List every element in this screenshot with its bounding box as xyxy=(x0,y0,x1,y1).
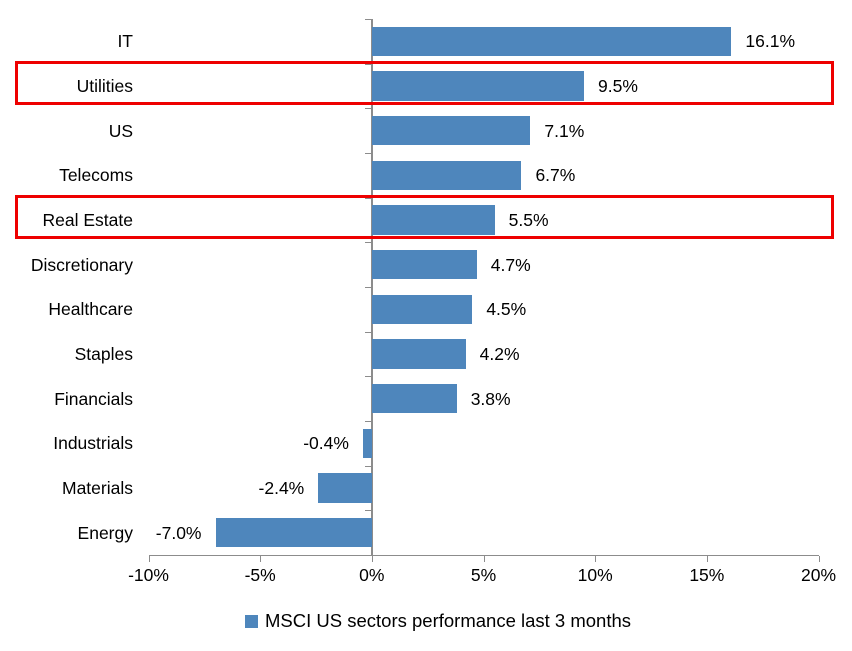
value-label: 5.5% xyxy=(508,210,549,230)
category-tick xyxy=(365,242,372,244)
category-label: Industrials xyxy=(53,433,133,454)
category-tick xyxy=(365,108,372,110)
value-label: 6.7% xyxy=(535,165,576,186)
x-axis-tick xyxy=(818,556,820,562)
x-axis-tick xyxy=(483,556,485,562)
category-tick xyxy=(365,287,372,288)
bar xyxy=(371,205,495,235)
category-label: Discretionary xyxy=(30,254,133,275)
category-label: Financials xyxy=(54,388,133,409)
bar xyxy=(371,71,584,101)
category-label: IT xyxy=(117,31,133,52)
x-tick-label: 20% xyxy=(800,565,837,585)
value-label: 3.8% xyxy=(470,388,511,409)
x-axis-tick xyxy=(260,556,262,562)
bar xyxy=(371,339,466,369)
value-label: 16.1% xyxy=(745,31,796,52)
category-tick xyxy=(365,331,372,333)
x-tick-label: -10% xyxy=(128,565,169,585)
category-tick xyxy=(365,510,372,512)
category-tick xyxy=(365,465,372,467)
category-tick xyxy=(365,63,372,65)
x-tick-label: 0% xyxy=(359,565,385,585)
x-tick-label: 5% xyxy=(470,565,497,585)
x-tick-label: 15% xyxy=(689,565,725,585)
value-label: 7.1% xyxy=(544,120,585,141)
category-label: Healthcare xyxy=(48,299,133,320)
category-tick xyxy=(365,19,372,20)
category-tick xyxy=(365,153,372,154)
x-tick-label: -5% xyxy=(244,565,276,585)
x-axis-tick xyxy=(706,556,708,562)
zero-baseline xyxy=(371,19,373,555)
category-label: Materials xyxy=(62,478,133,498)
legend-swatch-icon xyxy=(245,614,258,628)
bar xyxy=(371,115,531,146)
value-label: -0.4% xyxy=(303,433,349,454)
category-label: Staples xyxy=(74,344,133,364)
x-axis-line xyxy=(148,555,819,556)
value-label: 9.5% xyxy=(598,76,638,96)
x-axis-tick xyxy=(371,556,373,562)
category-tick xyxy=(365,555,372,556)
value-label: 4.5% xyxy=(486,299,527,320)
bar xyxy=(371,26,732,56)
category-tick xyxy=(365,376,372,378)
bar xyxy=(371,383,457,414)
category-tick xyxy=(365,421,372,422)
value-label: 4.2% xyxy=(479,344,520,364)
bar xyxy=(371,160,522,190)
x-tick-label: 10% xyxy=(577,565,613,585)
bar xyxy=(215,517,372,548)
bar xyxy=(371,249,477,280)
category-label: US xyxy=(108,120,133,141)
value-label: -7.0% xyxy=(155,522,202,543)
value-label: 4.7% xyxy=(490,254,531,275)
legend: MSCI US sectors performance last 3 month… xyxy=(245,610,631,632)
bar xyxy=(371,294,473,324)
category-label: Real Estate xyxy=(42,210,133,230)
x-axis-tick xyxy=(595,556,597,562)
legend-label: MSCI US sectors performance last 3 month… xyxy=(265,610,632,631)
category-label: Energy xyxy=(77,522,133,543)
category-tick xyxy=(365,197,372,199)
category-label: Utilities xyxy=(76,76,133,96)
bar xyxy=(362,428,372,458)
x-axis-tick xyxy=(148,556,150,562)
bar xyxy=(318,473,372,503)
category-label: Telecoms xyxy=(59,165,133,186)
value-label: -2.4% xyxy=(258,478,305,498)
